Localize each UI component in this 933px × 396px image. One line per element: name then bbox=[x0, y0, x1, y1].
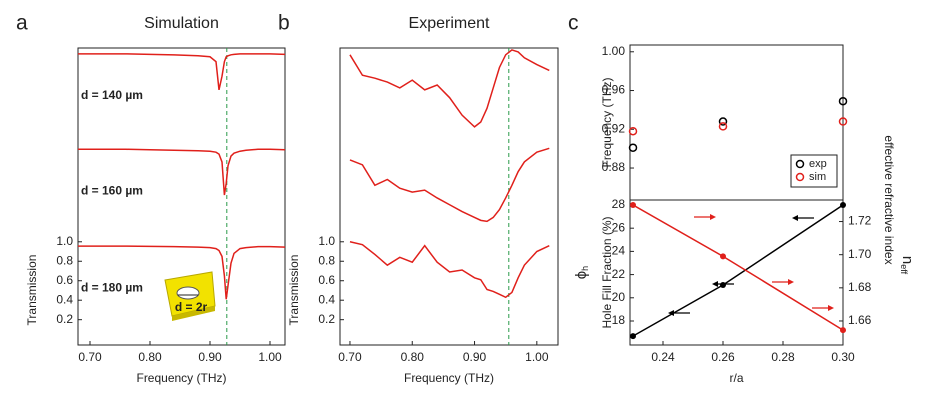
arrow-head bbox=[712, 281, 718, 287]
arrow-head bbox=[828, 305, 834, 311]
y-tick-label: 0.6 bbox=[56, 273, 73, 287]
panel-label: b bbox=[278, 12, 290, 35]
symbol-sub: eff bbox=[899, 264, 909, 274]
y-tick-label: 22 bbox=[612, 267, 626, 281]
y-tick-label: 1.00 bbox=[602, 44, 626, 58]
x-axis-label: r/a bbox=[729, 371, 743, 385]
inset-side bbox=[172, 306, 215, 321]
line bbox=[349, 147, 550, 223]
chart-title: Simulation bbox=[144, 15, 219, 32]
line bbox=[632, 204, 844, 337]
point bbox=[720, 253, 726, 260]
line bbox=[632, 204, 844, 331]
y-tick-label: 28 bbox=[612, 197, 626, 211]
x-tick-label: 0.80 bbox=[138, 350, 162, 364]
line bbox=[349, 241, 550, 299]
y-tick-label: 0.2 bbox=[318, 312, 335, 326]
y-tick-label: 0.2 bbox=[56, 312, 73, 326]
line bbox=[78, 53, 286, 91]
inset-hole bbox=[176, 286, 200, 300]
symbol: n bbox=[899, 256, 916, 264]
point bbox=[838, 96, 848, 106]
symbol-sub: h bbox=[580, 266, 590, 271]
y-tick-label: 0.4 bbox=[56, 292, 73, 306]
y-axis-symbol: ϕh bbox=[573, 266, 590, 279]
plot-frame bbox=[629, 199, 844, 346]
y2-axis-symbol: neff bbox=[899, 256, 916, 275]
y-axis-label: Transmission bbox=[287, 255, 301, 326]
chart-title: Experiment bbox=[409, 15, 490, 32]
y2-axis-label: effective refractive index bbox=[882, 135, 896, 264]
point bbox=[840, 201, 846, 208]
point bbox=[840, 327, 846, 334]
x-tick-label: 0.70 bbox=[78, 350, 102, 364]
plot-frame bbox=[339, 47, 559, 346]
point bbox=[838, 117, 848, 126]
y-tick-label: 0.8 bbox=[56, 253, 73, 267]
y2-tick-label: 1.68 bbox=[848, 280, 872, 294]
series-label: d = 140 µm bbox=[81, 88, 143, 102]
y-tick-label: 20 bbox=[612, 290, 626, 304]
y-tick-label: 0.4 bbox=[318, 292, 335, 306]
legend-label: exp bbox=[809, 158, 827, 170]
line bbox=[78, 245, 286, 300]
legend-marker bbox=[795, 159, 805, 169]
y-axis-label: Transmission bbox=[25, 255, 39, 326]
x-tick-label: 0.30 bbox=[831, 350, 855, 364]
point bbox=[630, 201, 636, 208]
y-tick-label: 26 bbox=[612, 220, 626, 234]
line bbox=[78, 148, 286, 196]
x-tick-label: 0.70 bbox=[338, 350, 362, 364]
legend-label: sim bbox=[809, 171, 826, 183]
y-tick-label: 0.8 bbox=[318, 253, 335, 267]
plot-frame bbox=[77, 47, 286, 346]
point bbox=[630, 333, 636, 340]
legend-marker bbox=[795, 172, 805, 182]
x-tick-label: 0.90 bbox=[198, 350, 222, 364]
point bbox=[720, 282, 726, 289]
x-tick-label: 0.80 bbox=[401, 350, 425, 364]
y-tick-label: 18 bbox=[612, 313, 626, 327]
point bbox=[628, 126, 638, 136]
line bbox=[349, 49, 550, 128]
x-tick-label: 0.26 bbox=[711, 350, 735, 364]
symbol: ϕ bbox=[573, 271, 590, 279]
y-axis-label: Frequency (THz) bbox=[600, 77, 614, 167]
inset-label: d = 2r bbox=[175, 300, 208, 314]
x-tick-label: 0.28 bbox=[771, 350, 795, 364]
y-tick-label: 0.88 bbox=[602, 160, 626, 174]
series-label: d = 180 µm bbox=[81, 280, 143, 294]
y2-tick-label: 1.66 bbox=[848, 313, 872, 327]
series-label: d = 160 µm bbox=[81, 183, 143, 197]
point bbox=[628, 143, 638, 152]
y-tick-label: 1.0 bbox=[56, 234, 73, 248]
panel-label: a bbox=[16, 12, 28, 35]
y-tick-label: 24 bbox=[612, 244, 626, 258]
arrow-head bbox=[710, 214, 716, 220]
x-axis-label: Frequency (THz) bbox=[404, 371, 494, 385]
panel-label: c bbox=[568, 12, 579, 35]
y2-tick-label: 1.70 bbox=[848, 247, 872, 261]
x-tick-label: 1.00 bbox=[258, 350, 282, 364]
x-axis-label: Frequency (THz) bbox=[136, 371, 226, 385]
point bbox=[718, 122, 728, 131]
y-tick-label: 0.92 bbox=[602, 121, 626, 135]
arrow-head bbox=[792, 215, 798, 221]
y-axis-label: Hole Fill Fraction (%) bbox=[600, 216, 614, 328]
y2-tick-label: 1.72 bbox=[848, 214, 872, 228]
point bbox=[718, 117, 728, 126]
y-tick-label: 1.0 bbox=[318, 234, 335, 248]
y-tick-label: 0.6 bbox=[318, 273, 335, 287]
x-tick-label: 1.00 bbox=[525, 350, 549, 364]
direction-arrows bbox=[668, 214, 834, 316]
y-tick-label: 0.96 bbox=[602, 83, 626, 97]
x-tick-label: 0.90 bbox=[463, 350, 487, 364]
x-tick-label: 0.24 bbox=[651, 350, 675, 364]
arrow-head bbox=[788, 279, 794, 285]
inset-icon bbox=[164, 271, 216, 321]
